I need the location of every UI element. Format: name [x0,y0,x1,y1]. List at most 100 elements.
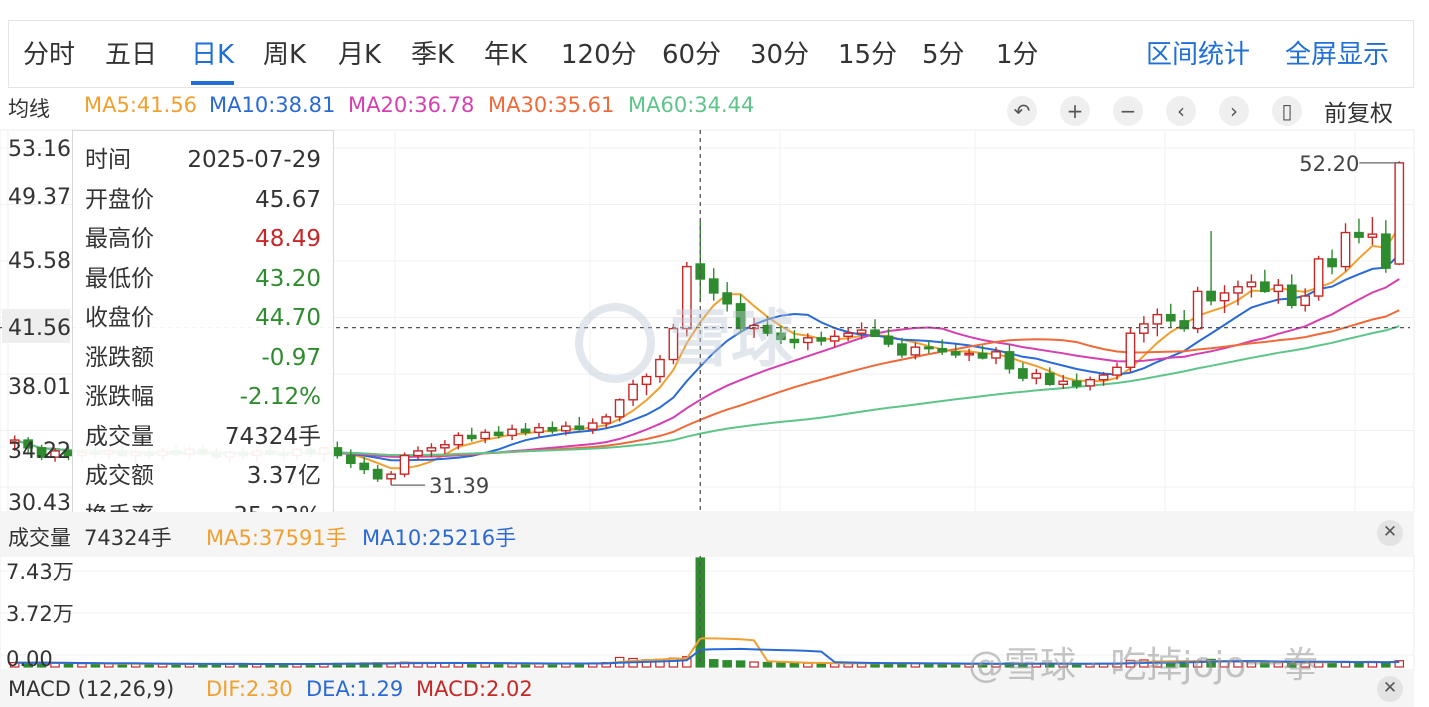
volume-ma-lines [14,637,1400,666]
candle [802,333,813,351]
candle [910,342,921,360]
candle [789,330,800,349]
candle [1394,161,1405,266]
tab-5[interactable]: 季K [411,40,455,70]
tooltip-row: 开盘价 45.67 [85,181,321,221]
candle [466,427,477,442]
tab-11[interactable]: 5分 [922,40,965,70]
candle [708,268,719,301]
price-tick-label: 53.16 [8,137,71,162]
undo-icon[interactable]: ↶ [1007,96,1037,126]
volume-tick-label: 3.72万 [6,602,74,626]
low-annotation: 31.39 [429,474,489,498]
candle [843,327,854,341]
tooltip-value: 3.37亿 [246,463,321,489]
tooltip-value: 48.49 [255,226,321,252]
volume-bar [762,661,773,668]
candle [991,347,1001,365]
candle [1206,231,1216,306]
tab-8[interactable]: 60分 [662,40,722,70]
tooltip-label: 开盘价 [85,186,154,213]
candle [722,282,733,312]
candle [856,322,867,340]
tab-6[interactable]: 年K [484,40,528,70]
tab-0[interactable]: 分时 [23,40,76,70]
candle [1125,327,1136,372]
price-tick-label: 30.43 [8,491,71,516]
candle [345,449,356,468]
candle [1165,303,1176,328]
candle [601,413,612,428]
tab-12[interactable]: 1分 [996,40,1039,70]
range-stats-button[interactable]: 区间统计 [1146,40,1251,70]
candle [1367,217,1378,245]
candle-icon[interactable]: ▯ [1272,96,1302,126]
candle [547,421,558,434]
candle [507,424,517,441]
price-annotations: 52.20 31.39 [391,152,1400,498]
chevron-right-icon[interactable]: › [1219,96,1249,126]
candle [1071,373,1082,389]
volume-value: 74324手 [84,526,172,550]
ma-item-2: MA20:36.78 [348,93,475,117]
tab-10[interactable]: 15分 [838,40,898,70]
candle [614,398,625,422]
tooltip-row: 最高价 48.49 [85,220,321,260]
ma-item-3: MA30:35.61 [488,93,615,117]
tooltip-label: 成交额 [85,463,154,489]
volume-label: 成交量 [8,526,71,550]
xueqiu-logo-icon [575,302,655,383]
tab-2[interactable]: 日K [191,21,235,87]
tooltip-value: -0.97 [261,344,321,371]
tooltip-row: 成交量 74324手 [85,418,321,458]
tooltip-label: 成交量 [85,423,154,450]
candle [359,457,370,475]
zoom-in-icon[interactable]: + [1060,96,1090,126]
volume-bar [1394,660,1405,668]
volume-tick-label: 7.43万 [6,560,74,584]
vol-ma10-line [14,647,1400,665]
chevron-left-icon[interactable]: ‹ [1166,96,1196,126]
tab-4[interactable]: 月K [338,40,382,70]
candle [964,348,974,362]
ma-item-1: MA10:38.81 [209,93,336,117]
candle [372,464,383,482]
tab-3[interactable]: 周K [263,40,307,70]
candle [413,446,423,461]
macd-dif: DIF:2.30 [206,677,293,701]
price-tick-label: 49.37 [8,185,71,210]
tooltip-row: 时间 2025-07-29 [85,141,321,181]
tooltip-row: 成交额 3.37亿 [85,457,321,497]
volume-ma10: MA10:25216手 [362,526,517,550]
tooltip-label: 时间 [85,147,131,173]
zoom-out-icon[interactable]: − [1113,96,1143,126]
volume-bar [803,662,813,668]
candle [950,344,961,358]
tooltip-label: 收盘价 [85,305,154,331]
candle [1327,249,1337,275]
period-tab-bar: 分时 五日 日K 周K 月K 季K 年K 120分 60分 30分 15分 5分 1分 区间统计 全屏显示 [8,20,1414,88]
volume-axis: 7.43万 3.72万 0.00 [6,560,74,671]
candle [1259,269,1270,293]
price-axis: 53.16 49.37 45.58 41.56 38.01 34.22 30.43 [2,137,71,516]
volume-bar [776,662,786,668]
ma-label: 均线 [8,97,50,121]
tooltip-label: 涨跌额 [85,344,154,371]
tab-1[interactable]: 五日 [105,40,158,70]
close-macd-icon[interactable]: ✕ [1377,676,1403,702]
candle [1044,367,1055,386]
tooltip-row: 涨跌额 -0.97 [85,339,321,379]
candle [1139,316,1149,343]
tab-7[interactable]: 120分 [561,40,637,70]
tab-9[interactable]: 30分 [750,40,810,70]
candle [1031,368,1042,385]
candle [453,432,464,450]
adjust-dropdown[interactable]: 前复权 [1324,101,1393,127]
macd-value: MACD:2.02 [416,677,533,701]
candle [440,440,450,455]
candle [1219,285,1230,314]
candle [668,323,679,365]
close-volume-icon[interactable]: ✕ [1377,520,1403,546]
fullscreen-button[interactable]: 全屏显示 [1285,40,1390,70]
candle [681,261,692,337]
